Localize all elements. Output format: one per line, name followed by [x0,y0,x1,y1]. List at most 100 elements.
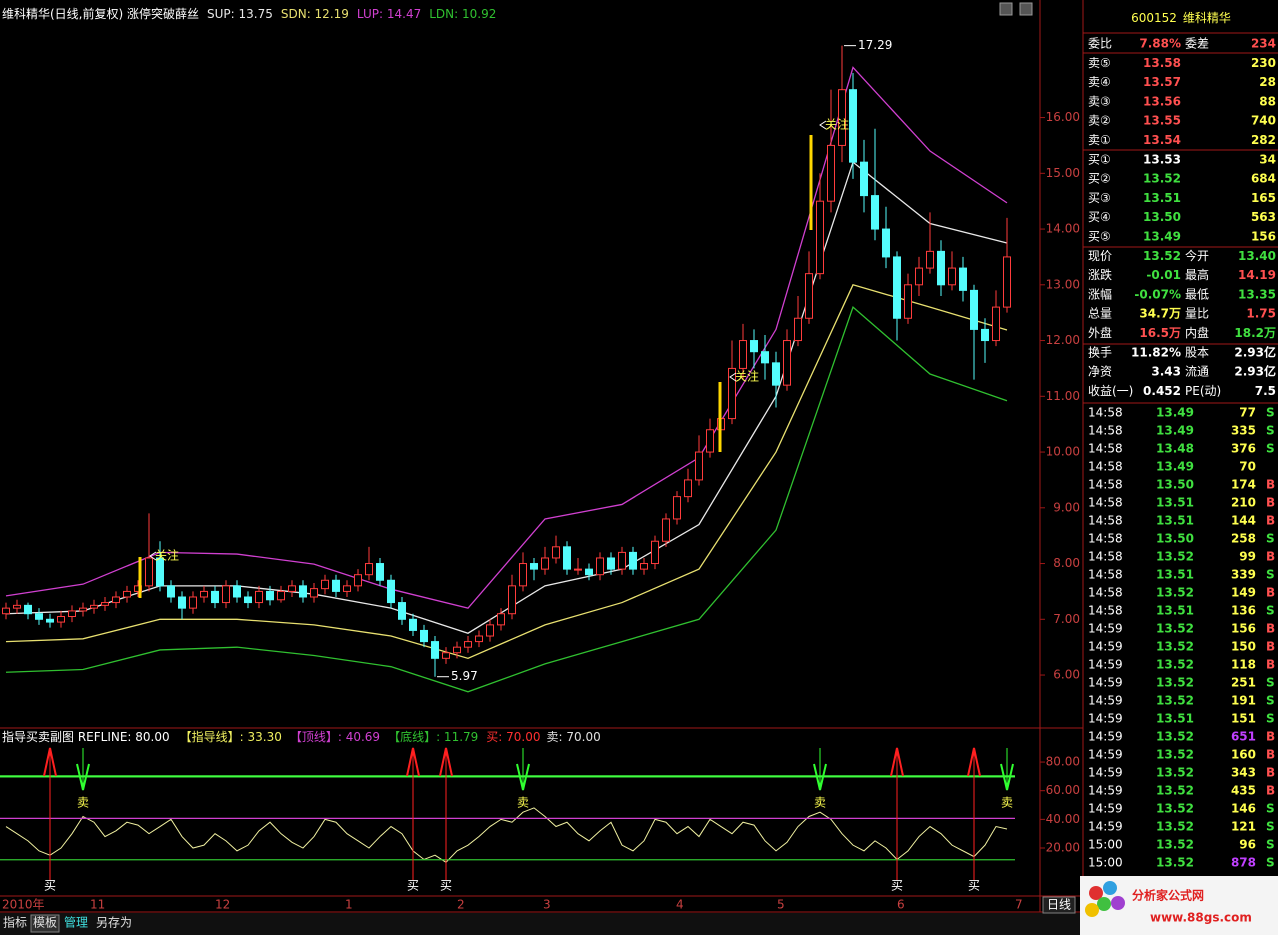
tick-time: 14:59 [1088,640,1123,654]
tick-price: 13.52 [1156,658,1194,672]
toolbar-button[interactable]: 管理 [64,915,88,930]
tick-volume: 191 [1231,694,1256,708]
x-tick-label: 6 [897,898,905,912]
tick-side: B [1266,784,1275,798]
toolbar-tab[interactable] [30,914,60,933]
candle-body [90,604,98,609]
quote-label: 买② [1088,172,1111,186]
toolbar [0,913,1083,935]
y-tick-label: 6.00 [1053,668,1080,682]
order-price: 13.54 [1143,133,1181,147]
tick-side: S [1266,676,1275,690]
tick-volume: 339 [1231,568,1256,582]
candle-body [552,546,560,559]
candle-body [948,267,956,286]
candle-body [332,579,340,592]
candle-body [354,574,362,587]
quote-label: PE(动) [1185,384,1221,398]
x-tick-label: 7 [1015,898,1023,912]
toolbar-button[interactable]: 另存为 [96,916,132,930]
tick-volume: 149 [1231,586,1256,600]
quote-value: -0.01 [1146,268,1181,282]
quote-label: 卖⑤ [1088,56,1111,70]
order-price: 13.53 [1143,152,1181,166]
tick-time: 14:58 [1088,604,1123,618]
candle-body [57,616,65,623]
tick-side: B [1266,478,1275,492]
period-label[interactable]: 日线 [1047,898,1071,912]
candle-body [772,362,780,386]
order-volume: 282 [1251,133,1276,147]
candle-body [255,590,263,604]
tick-volume: 150 [1231,640,1256,654]
y-tick-label: 10.00 [1046,445,1080,459]
order-price: 13.57 [1143,75,1181,89]
candle-body [178,596,186,609]
candle-body [981,328,989,342]
x-tick-label: 5 [777,898,785,912]
window-button[interactable] [1019,2,1033,16]
tick-side: S [1266,712,1275,726]
tick-price: 13.52 [1156,640,1194,654]
candle-body [706,429,714,453]
candle-body [2,607,10,615]
buy-arrow [890,747,904,777]
chart-title: 维科精华(日线,前复权) 涨停突破薛丝 [2,6,199,21]
sell-arrow [516,763,530,791]
sub-chart-title: 指导买卖副图 REFLINE: 80.00 [2,729,170,744]
order-volume: 684 [1251,172,1276,186]
y-tick-label: 11.00 [1046,389,1080,403]
tick-time: 14:59 [1088,802,1123,816]
candle-body [541,557,549,570]
tick-volume: 77 [1239,406,1256,420]
candle-body [508,585,516,615]
candle-body [321,579,329,590]
quote-label: 总量 [1088,307,1112,321]
y-tick-label: 15.00 [1046,166,1080,180]
x-tick-label: 2 [457,898,465,912]
tick-time: 14:58 [1088,442,1123,456]
candle-body [189,596,197,609]
candle-body [387,579,395,604]
logo-petal [1085,903,1099,917]
time-axis: 2010年 11 12 1 2 3 4 5 6 7 [2,898,1023,912]
toolbar-button[interactable]: 指标 [3,915,27,930]
y-tick-label: 9.00 [1053,500,1080,514]
logo-petal [1103,881,1117,895]
candle-body [937,250,945,286]
candle-body [343,585,351,592]
annotation: 关注 [735,369,759,384]
tick-time: 14:58 [1088,568,1123,582]
window-button[interactable] [999,2,1013,16]
period-button[interactable] [1042,896,1076,914]
tick-price: 13.51 [1156,568,1194,582]
quote-label: 卖③ [1088,94,1111,108]
tick-time: 14:59 [1088,622,1123,636]
candle-body [409,618,417,631]
candle-body [849,89,857,163]
candle-body [618,551,626,570]
toolbar-button[interactable]: 模板 [33,916,57,930]
candle-body [607,557,615,570]
quote-label: 最低 [1185,287,1209,301]
tick-price: 13.52 [1156,730,1194,744]
tick-price: 13.51 [1156,496,1194,510]
order-volume: 28 [1259,75,1276,89]
tick-side: B [1266,748,1275,762]
tick-time: 14:58 [1088,460,1123,474]
buy-label: 买 [44,879,56,893]
legend-entry: LDN: 10.92 [429,7,496,21]
legend-entry: SUP: 13.75 [207,7,273,21]
tick-price: 13.48 [1156,442,1194,456]
x-tick-label: 3 [543,898,551,912]
tick-side: B [1266,550,1275,564]
buy-arrow [406,747,420,777]
tick-volume: 144 [1231,514,1256,528]
quote-value: 7.5 [1255,384,1276,398]
annotation-arrow [149,551,157,561]
candle-body [805,273,813,319]
quote-value: 0.452 [1143,384,1181,398]
quote-value: 11.82% [1131,345,1181,359]
quote-value: 13.40 [1238,249,1276,263]
